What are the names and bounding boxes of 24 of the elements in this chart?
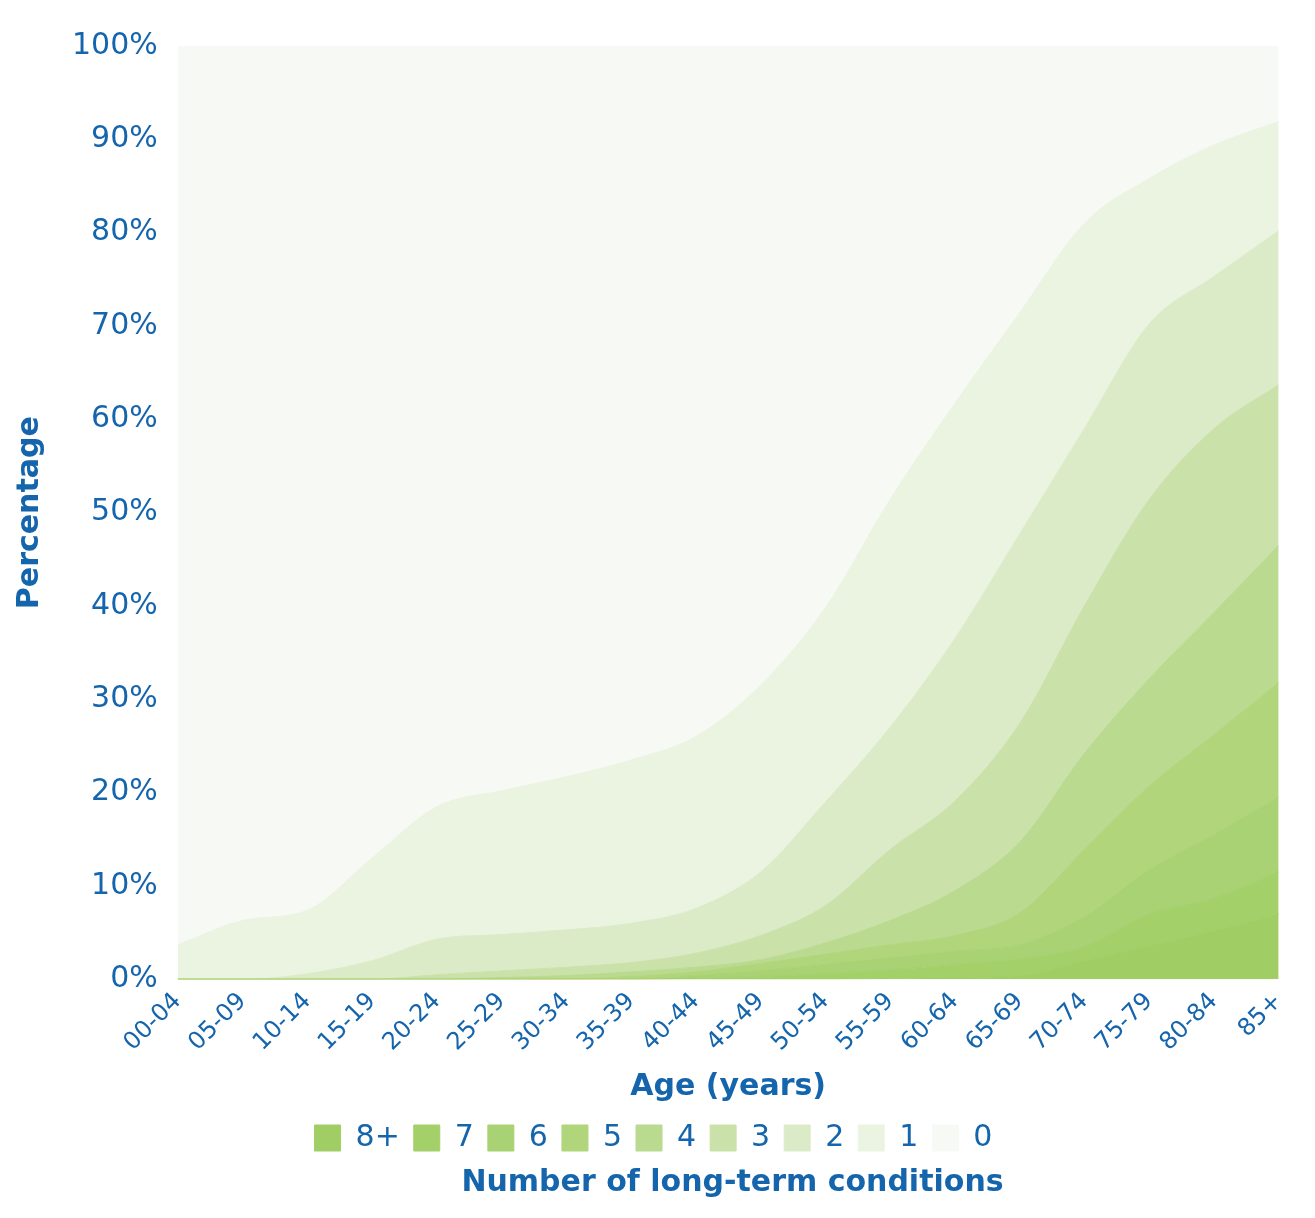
legend-title: Number of long-term conditions	[460, 1163, 1005, 1198]
y-tick-label: 90%	[91, 119, 158, 155]
legend-label: 2	[825, 1117, 845, 1153]
legend-label: 0	[973, 1117, 993, 1153]
legend-label: 5	[602, 1117, 623, 1153]
y-tick-label: 60%	[91, 399, 158, 435]
legend-label: 7	[454, 1117, 474, 1153]
y-tick-label: 20%	[91, 772, 158, 808]
y-tick-label: 0%	[110, 959, 158, 995]
y-tick-label: 70%	[91, 305, 158, 341]
y-tick-label: 40%	[91, 585, 158, 621]
legend-label: 8+	[355, 1117, 400, 1153]
y-tick-label: 30%	[91, 679, 158, 715]
y-axis-title: Percentage	[9, 416, 45, 610]
y-tick-label: 80%	[91, 212, 158, 248]
legend-label: 1	[899, 1117, 919, 1153]
legend-label: 3	[751, 1117, 771, 1153]
x-tick-label: 85+	[1231, 986, 1288, 1042]
y-tick-label: 10%	[91, 865, 158, 901]
legend-label: 6	[528, 1117, 548, 1153]
x-axis-title: Age (years)	[630, 1066, 827, 1102]
legend-label: 4	[677, 1117, 697, 1153]
y-tick-label: 50%	[91, 492, 158, 528]
y-tick-label: 100%	[71, 25, 158, 61]
